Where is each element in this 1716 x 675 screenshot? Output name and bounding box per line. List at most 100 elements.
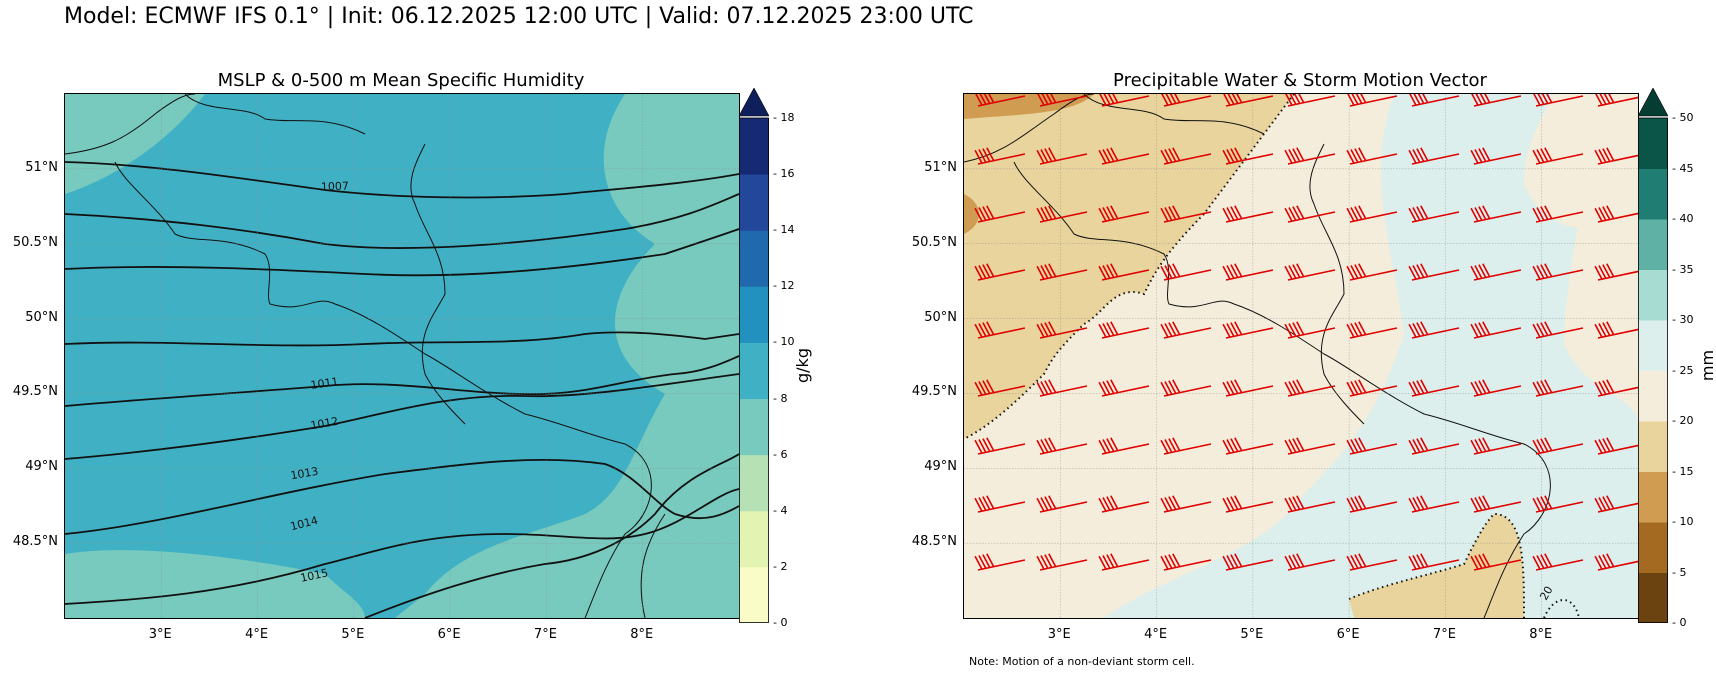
- colorbar-swatch: [739, 398, 769, 456]
- storm-motion-barb: [1222, 205, 1274, 223]
- storm-motion-barb: [1470, 94, 1522, 107]
- storm-motion-barb: [1594, 321, 1638, 339]
- colorbar-swatch: [1638, 320, 1668, 371]
- x-tick-label: 3°E: [148, 627, 172, 642]
- colorbar-tick-label: - 18: [773, 111, 795, 124]
- storm-motion-barb: [1036, 321, 1088, 339]
- storm-motion-barb: [1346, 495, 1398, 513]
- storm-motion-barb: [1222, 321, 1274, 339]
- isobar-line: [65, 458, 739, 535]
- storm-motion-barb: [1470, 321, 1522, 339]
- x-tick-label: 6°E: [437, 627, 461, 642]
- storm-motion-barb: [1160, 553, 1212, 571]
- storm-motion-barb: [1098, 263, 1150, 281]
- colorbar-swatch: [739, 286, 769, 343]
- storm-motion-barb: [1532, 495, 1584, 513]
- footnote: Note: Motion of a non-deviant storm cell…: [969, 655, 1195, 668]
- storm-motion-barb: [1036, 437, 1088, 455]
- storm-motion-barb: [1346, 437, 1398, 455]
- storm-motion-barb: [974, 321, 1026, 339]
- x-tick-label: 3°E: [1047, 627, 1071, 642]
- isobar-label: 1015: [299, 566, 329, 585]
- colorbar-swatch: [739, 566, 769, 624]
- storm-motion-barb: [1160, 495, 1212, 513]
- storm-motion-barb: [1346, 205, 1398, 223]
- left-panel-title: MSLP & 0-500 m Mean Specific Humidity: [217, 70, 585, 91]
- storm-motion-barb: [1160, 321, 1212, 339]
- storm-motion-barb: [1470, 437, 1522, 455]
- colorbar-swatch: [1638, 421, 1668, 472]
- storm-motion-barb: [1532, 553, 1584, 571]
- pw-fill-20-25: [1524, 94, 1638, 229]
- y-tick-label: 49.5°N: [12, 384, 58, 400]
- isobar-label: 1011: [310, 375, 340, 392]
- colorbar-swatch: [739, 174, 769, 231]
- colorbar-tick-label: - 15: [1672, 464, 1694, 478]
- y-tick-label: 49°N: [25, 459, 58, 475]
- isobars: [65, 161, 739, 618]
- colorbar-swatch: [1638, 572, 1668, 624]
- colorbar-tick-label: - 10: [773, 335, 795, 349]
- colorbar-tick-label: - 4: [773, 503, 788, 517]
- y-tick-label: 50.5°N: [911, 234, 957, 250]
- storm-motion-barb: [1222, 94, 1274, 107]
- storm-motion-barb: [1346, 147, 1398, 165]
- colorbar-frame: [739, 117, 769, 623]
- storm-motion-barb: [1594, 205, 1638, 223]
- storm-motion-barb: [1532, 437, 1584, 455]
- storm-motion-barb: [1408, 553, 1460, 571]
- storm-motion-barb: [1594, 553, 1638, 571]
- storm-motion-barb: [1098, 379, 1150, 397]
- storm-motion-barb: [974, 147, 1026, 165]
- storm-motion-barb: [974, 263, 1026, 281]
- storm-motion-barb: [1594, 379, 1638, 397]
- humidity-colorbar-swatches: [738, 87, 770, 624]
- colorbar-swatch: [1638, 118, 1668, 169]
- y-tick-label: 49°N: [924, 459, 957, 475]
- colorbar-swatch: [739, 454, 769, 512]
- x-tick-label: 5°E: [341, 627, 365, 642]
- storm-motion-barb: [1036, 205, 1088, 223]
- storm-motion-barb: [1222, 147, 1274, 165]
- isobar-line: [65, 488, 739, 605]
- precipitable-water-map: 20: [963, 93, 1639, 619]
- y-tick-label: 51°N: [25, 159, 58, 175]
- colorbar-tick-label: - 25: [1672, 363, 1694, 377]
- figure-title: Model: ECMWF IFS 0.1° | Init: 06.12.2025…: [64, 4, 974, 29]
- storm-motion-barb: [1098, 205, 1150, 223]
- pw-fill-15-20: [1349, 514, 1524, 618]
- storm-motion-barb: [1036, 263, 1088, 281]
- storm-motion-barb: [1222, 553, 1274, 571]
- storm-motion-barb: [1532, 321, 1584, 339]
- pw-fill-15-20: [964, 94, 1294, 439]
- colorbar-swatch: [739, 342, 769, 400]
- storm-motion-barb: [1532, 94, 1584, 107]
- storm-motion-barb: [974, 205, 1026, 223]
- colorbar-tick-label: - 2: [773, 559, 788, 573]
- border-line: [114, 161, 652, 618]
- storm-motion-barb: [1408, 495, 1460, 513]
- storm-motion-barb: [1284, 495, 1336, 513]
- country-borders: [65, 94, 666, 618]
- storm-motion-barb: [1036, 379, 1088, 397]
- storm-motion-barb: [1470, 147, 1522, 165]
- colorbar-extend-arrow: [738, 87, 770, 117]
- storm-motion-barb: [1594, 263, 1638, 281]
- colorbar-tick-label: - 10: [1672, 515, 1694, 528]
- pw-colorbar-swatches: [1637, 87, 1669, 624]
- isobar-line: [65, 193, 739, 249]
- y-tick-label: 51°N: [924, 159, 957, 175]
- x-tick-label: 7°E: [1432, 627, 1456, 642]
- storm-motion-barb: [1346, 379, 1398, 397]
- colorbar-tick-label: - 40: [1672, 212, 1694, 225]
- isobar-label: 1013: [289, 465, 319, 483]
- colorbar-tick-label: - 8: [773, 391, 788, 405]
- colorbar-extend-arrow: [1637, 87, 1669, 117]
- humidity-colorbar-label: g/kg: [792, 348, 812, 383]
- pw-fill-10-15: [964, 94, 1094, 119]
- storm-motion-barb: [1470, 205, 1522, 223]
- colorbar-swatch: [1638, 471, 1668, 523]
- y-tick-label: 50°N: [25, 309, 58, 325]
- precipitable-water-plot: 20: [964, 94, 1638, 618]
- storm-motion-barb: [1284, 147, 1336, 165]
